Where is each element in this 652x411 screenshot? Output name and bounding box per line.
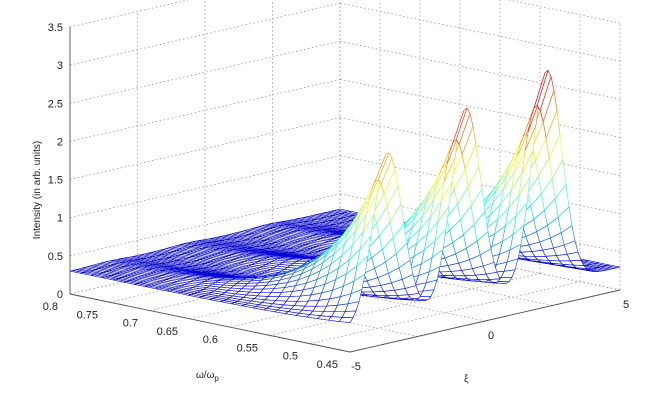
- y-tick-label: 0: [488, 330, 494, 342]
- x-axis-label: ω/ωp: [196, 370, 219, 383]
- x-axis-label-sub: p: [214, 374, 219, 383]
- x-tick-label: 0.75: [77, 309, 98, 321]
- tick-labels: 0 0.5 1 1.5 2 2.5 3 3.5 0.45 0.5 0.55 0.6 0.65 0.7 0.7…: [43, 22, 629, 373]
- x-tick-label: 0.65: [157, 326, 178, 338]
- surface-mesh: [69, 69, 621, 323]
- y-tick-label: 5: [623, 299, 629, 311]
- z-axis-label: Intensity (in arb. units): [32, 141, 43, 239]
- z-tick-label: 0: [57, 289, 63, 301]
- grid-line: [339, 79, 621, 138]
- z-tick-label: 3.5: [48, 22, 63, 34]
- x-tick-label: 0.7: [123, 318, 138, 330]
- z-tick-label: 0.5: [48, 251, 63, 263]
- y-axis-label: ξ: [464, 374, 469, 385]
- z-tick-label: 3: [57, 60, 63, 72]
- z-tick-label: 1: [57, 213, 63, 225]
- y-tick-label: -5: [351, 361, 361, 373]
- z-tick-label: 2.5: [48, 98, 63, 110]
- z-tick-label: 2: [57, 136, 63, 148]
- x-tick-label: 0.55: [237, 342, 258, 354]
- surface-cell: [606, 264, 621, 269]
- x-tick-label: 0.6: [203, 334, 218, 346]
- grid-line: [506, 0, 621, 24]
- axes-frame: [69, 27, 621, 353]
- grid-line: [339, 2, 621, 62]
- axis-edge: [69, 293, 351, 353]
- grid-line: [339, 40, 621, 100]
- axis-edge: [349, 289, 621, 353]
- x-tick-label: 0.5: [283, 351, 298, 363]
- z-tick-label: 1.5: [48, 175, 63, 187]
- x-tick-label: 0.45: [317, 359, 338, 371]
- x-axis-label-main: ω/ω: [196, 370, 215, 381]
- x-tick-label: 0.8: [43, 301, 58, 313]
